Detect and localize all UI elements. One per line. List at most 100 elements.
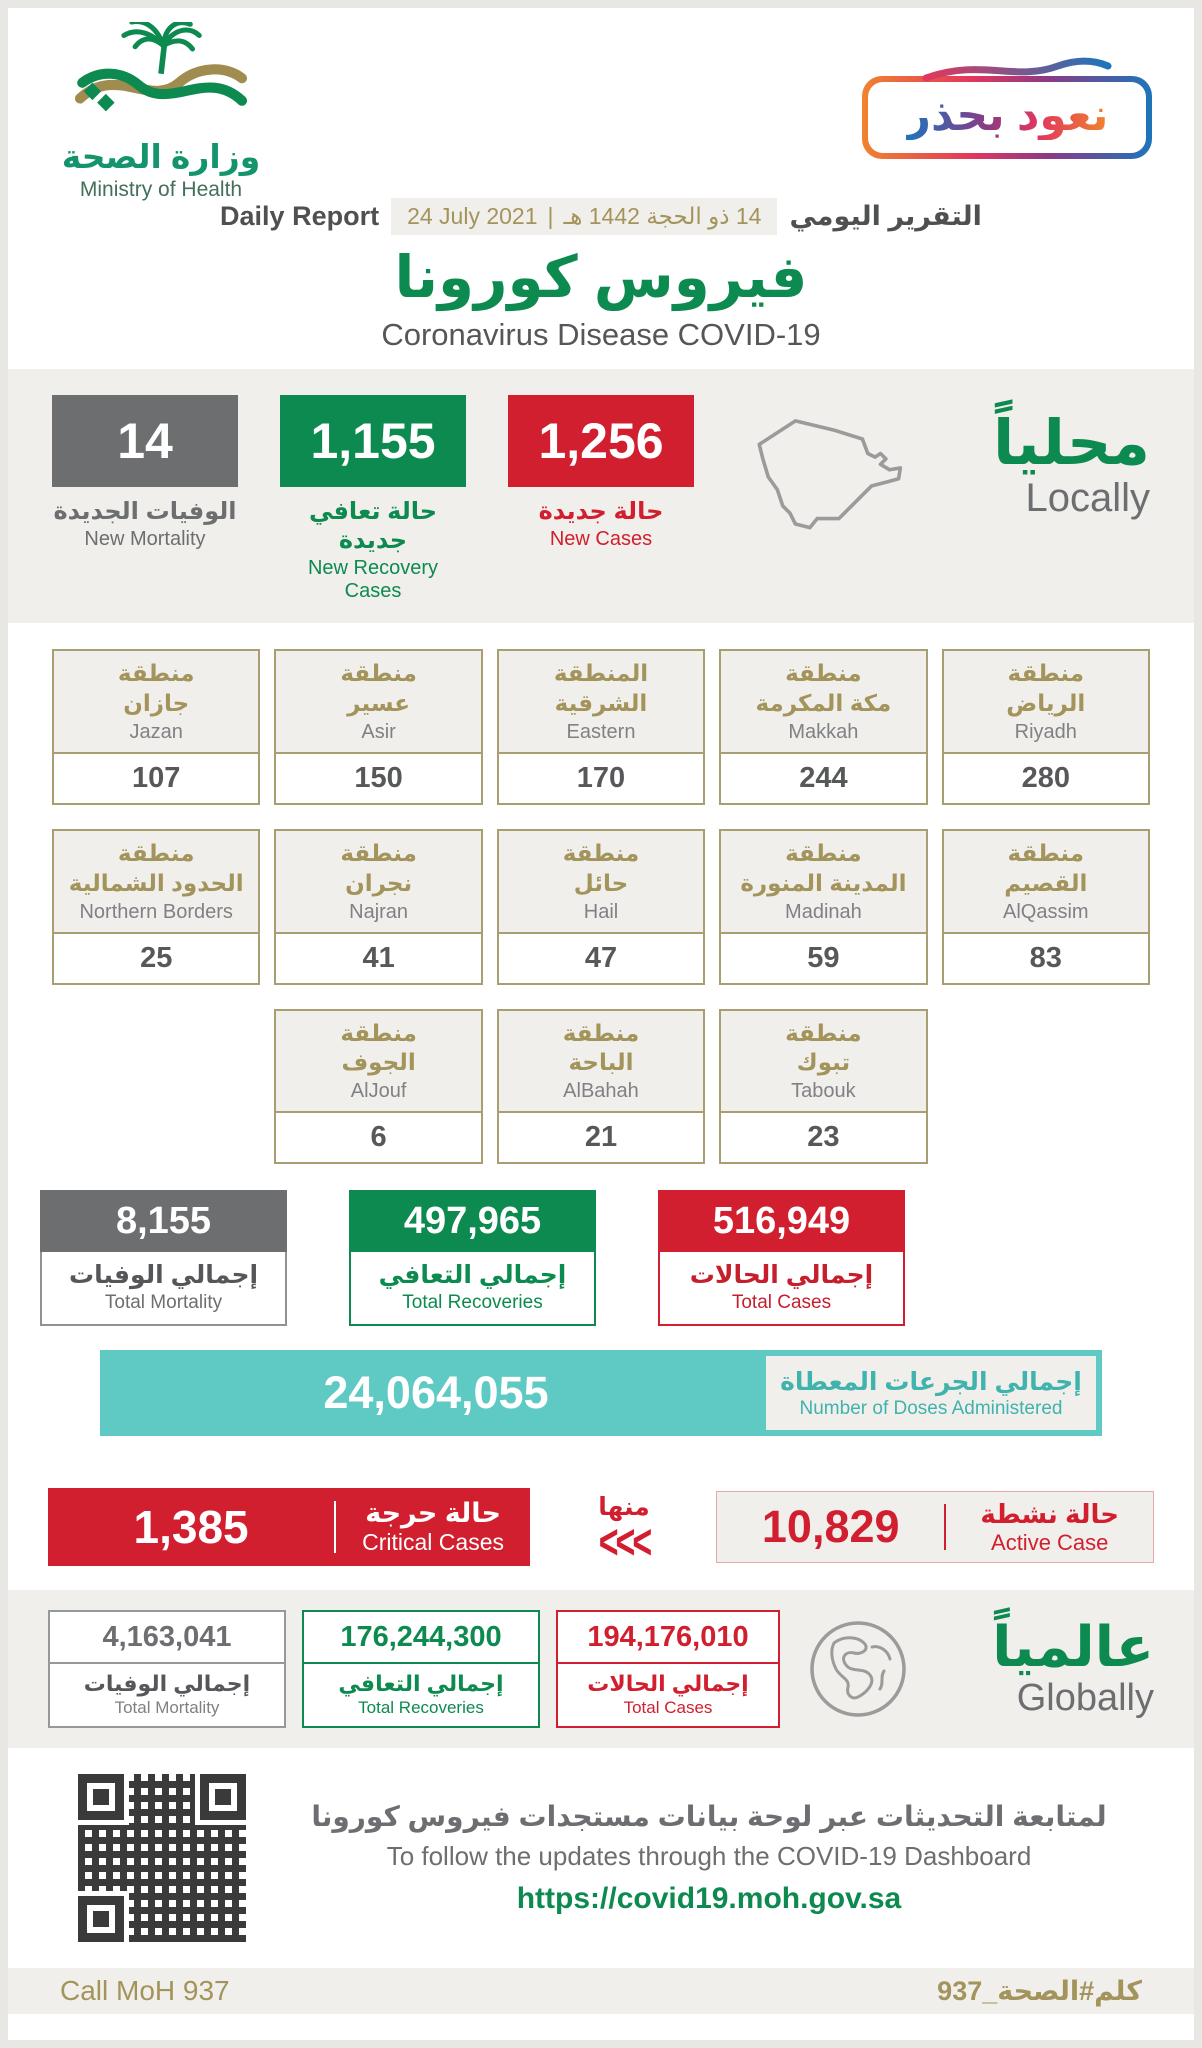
globally-label: عالمياً Globally bbox=[992, 1618, 1154, 1720]
region-value: 170 bbox=[498, 751, 704, 803]
critical-label-ar: حالة حرجة bbox=[365, 1498, 501, 1529]
global-cases-label-ar: إجمالي الحالات bbox=[587, 1671, 749, 1697]
region-name-ar: منطقة حائل bbox=[562, 839, 640, 896]
region-name-en: Eastern bbox=[566, 720, 636, 743]
region-header: منطقة عسير Asir bbox=[276, 651, 481, 752]
region-name-ar: منطقة عسير bbox=[340, 660, 417, 716]
qr-finder-icon bbox=[78, 1896, 124, 1943]
region-value: 41 bbox=[276, 931, 481, 983]
global-mortality-value: 4,163,041 bbox=[50, 1621, 284, 1665]
region-name-ar: منطقة الحدود الشمالية bbox=[68, 839, 244, 896]
logo-arabic-text: وزارة الصحة bbox=[61, 138, 261, 175]
new-recovery-label-ar: حالة تعافي جديدة bbox=[308, 498, 438, 554]
badge-inner: نعود بحذر bbox=[868, 82, 1146, 153]
global-recoveries-card: 176,244,300 إجمالي التعافي Total Recover… bbox=[302, 1610, 540, 1729]
total-mortality-card: 8,155 إجمالي الوفيات Total Mortality bbox=[40, 1190, 287, 1327]
dashboard-section: لمتابعة التحديثات عبر لوحة بيانات مستجدا… bbox=[8, 1748, 1194, 1943]
region-name-ar: منطقة المدينة المنورة bbox=[740, 839, 907, 896]
critical-divider bbox=[334, 1501, 337, 1554]
region-value: 21 bbox=[498, 1111, 704, 1163]
global-recoveries-value: 176,244,300 bbox=[304, 1621, 538, 1665]
region-name-ar: منطقة الرياض bbox=[1006, 660, 1086, 716]
region-value: 6 bbox=[276, 1111, 481, 1163]
region-name-ar: منطقة القصيم bbox=[1004, 839, 1088, 896]
region-card-alqassim: منطقة القصيم AlQassim 83 bbox=[941, 828, 1150, 985]
region-card-hail: منطقة حائل Hail 47 bbox=[496, 828, 706, 985]
local-totals-row: 8,155 إجمالي الوفيات Total Mortality 497… bbox=[8, 1190, 1194, 1327]
badge-frame: نعود بحذر bbox=[862, 76, 1152, 159]
region-value: 150 bbox=[276, 751, 481, 803]
critical-label-en: Critical Cases bbox=[362, 1529, 504, 1556]
active-divider bbox=[944, 1504, 947, 1551]
globally-section: 4,163,041 إجمالي الوفيات Total Mortality… bbox=[8, 1590, 1194, 1749]
header: وزارة الصحة Ministry of Health نعود بحذر bbox=[8, 8, 1194, 201]
critical-cases-card: 1,385 حالة حرجة Critical Cases bbox=[48, 1488, 530, 1567]
region-header: المنطقة الشرقية Eastern bbox=[498, 651, 704, 752]
global-recoveries-label-en: Total Recoveries bbox=[358, 1698, 484, 1718]
globally-label-en: Globally bbox=[1016, 1677, 1154, 1720]
region-card-northern-borders: منطقة الحدود الشمالية Northern Borders 2… bbox=[52, 828, 261, 985]
region-card-albahah: منطقة الباحة AlBahah 21 bbox=[496, 1008, 706, 1165]
total-cases-labels: إجمالي الحالات Total Cases bbox=[658, 1252, 905, 1327]
qr-code bbox=[78, 1774, 246, 1943]
region-name-en: Madinah bbox=[785, 900, 862, 923]
global-cases-value: 194,176,010 bbox=[558, 1621, 778, 1665]
new-cases-label-ar: حالة جديدة bbox=[538, 498, 664, 525]
region-name-en: AlBahah bbox=[563, 1080, 639, 1103]
region-header: منطقة مكة المكرمة Makkah bbox=[721, 651, 926, 752]
saudi-arabia-map-icon bbox=[728, 401, 928, 553]
region-name-ar: منطقة تبوك bbox=[785, 1019, 862, 1076]
region-name-ar: منطقة مكة المكرمة bbox=[755, 660, 892, 716]
total-cases-card: 516,949 إجمالي الحالات Total Cases bbox=[658, 1190, 905, 1327]
region-name-en: Riyadh bbox=[1014, 720, 1077, 743]
region-header: منطقة الحدود الشمالية Northern Borders bbox=[54, 830, 259, 932]
call-moh-hashtag: كلم#الصحة_937 bbox=[937, 1975, 1142, 2006]
total-mortality-label-en: Total Mortality bbox=[104, 1292, 223, 1314]
active-cases-value: 10,829 bbox=[761, 1501, 900, 1553]
doses-value: 24,064,055 bbox=[323, 1367, 549, 1419]
dashboard-text: لمتابعة التحديثات عبر لوحة بيانات مستجدا… bbox=[294, 1800, 1124, 1916]
locally-label: محلياً Locally bbox=[993, 411, 1150, 521]
total-cases-label-ar: إجمالي الحالات bbox=[689, 1261, 874, 1290]
moh-logo: وزارة الصحة Ministry of Health bbox=[56, 22, 266, 202]
total-recoveries-value: 497,965 bbox=[349, 1190, 596, 1253]
moh-emblem-icon bbox=[71, 22, 251, 130]
global-mortality-label-en: Total Mortality bbox=[114, 1698, 220, 1718]
global-mortality-label-ar: إجمالي الوفيات bbox=[83, 1671, 251, 1697]
critical-cases-value: 1,385 bbox=[133, 1501, 249, 1554]
dashboard-link[interactable]: https://covid19.moh.gov.sa bbox=[516, 1882, 902, 1916]
region-value: 59 bbox=[721, 931, 926, 983]
region-card-najran: منطقة نجران Najran 41 bbox=[274, 828, 483, 985]
regions-grid: منطقة جازان Jazan 107 منطقة عسير Asir 15… bbox=[8, 623, 1194, 1165]
date-hijri: 14 ذو الحجة 1442 هـ bbox=[563, 203, 762, 229]
total-cases-value: 516,949 bbox=[658, 1190, 905, 1253]
global-cases-card: 194,176,010 إجمالي الحالات Total Cases bbox=[556, 1610, 780, 1729]
global-cases-label-en: Total Cases bbox=[623, 1698, 713, 1718]
region-value: 280 bbox=[943, 751, 1148, 803]
report-date: 24 July 2021 | 14 ذو الحجة 1442 هـ bbox=[391, 198, 778, 235]
region-value: 47 bbox=[498, 931, 704, 983]
page-title-arabic: فيروس كورونا bbox=[394, 245, 808, 310]
total-mortality-labels: إجمالي الوفيات Total Mortality bbox=[40, 1252, 287, 1327]
active-cases-card: 10,829 حالة نشطة Active Case bbox=[716, 1491, 1154, 1564]
date-gregorian: 24 July 2021 bbox=[407, 203, 538, 229]
region-card-jazan: منطقة جازان Jazan 107 bbox=[52, 649, 261, 805]
active-label-ar: حالة نشطة bbox=[980, 1498, 1119, 1529]
global-mortality-card: 4,163,041 إجمالي الوفيات Total Mortality bbox=[48, 1610, 286, 1729]
active-labels: حالة نشطة Active Case bbox=[946, 1499, 1153, 1556]
total-mortality-value: 8,155 bbox=[40, 1190, 287, 1253]
globally-label-ar: عالمياً bbox=[992, 1615, 1154, 1679]
call-moh-bar: Call MoH 937 كلم#الصحة_937 bbox=[8, 1968, 1194, 2015]
region-value: 83 bbox=[943, 931, 1148, 983]
region-header: منطقة جازان Jazan bbox=[54, 651, 259, 752]
locally-label-ar: محلياً bbox=[993, 409, 1150, 478]
region-card-makkah: منطقة مكة المكرمة Makkah 244 bbox=[719, 649, 928, 805]
total-recoveries-labels: إجمالي التعافي Total Recoveries bbox=[349, 1252, 596, 1327]
region-card-tabouk: منطقة تبوك Tabouk 23 bbox=[719, 1008, 928, 1165]
critical-active-row: 1,385 حالة حرجة Critical Cases منها <<< … bbox=[8, 1488, 1194, 1570]
new-recovery-label-en: New Recovery Cases bbox=[307, 557, 439, 602]
new-cases-label-en: New Cases bbox=[549, 528, 653, 550]
globe-icon bbox=[806, 1617, 910, 1721]
region-name-en: AlQassim bbox=[1003, 900, 1089, 923]
